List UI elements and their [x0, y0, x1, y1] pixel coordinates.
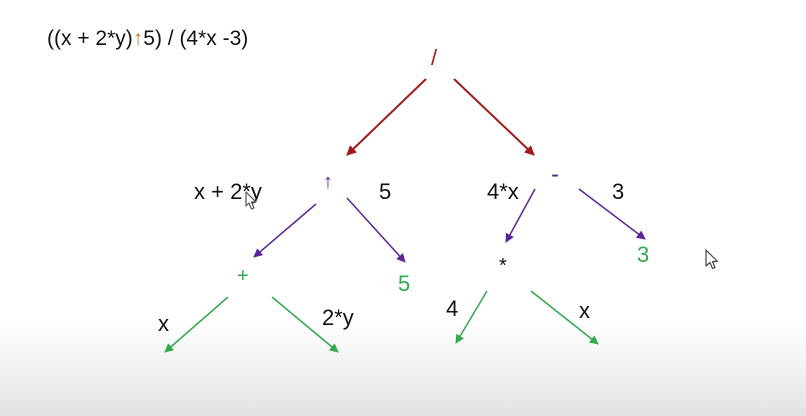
edge-power-to-plus — [253, 203, 317, 258]
edge-plus-to-2y — [271, 296, 339, 353]
node-divide: / — [431, 45, 438, 70]
expression-before: ((x + 2*y) — [47, 27, 133, 50]
subexpr-three: 3 — [612, 179, 625, 204]
edge-power-to-five — [346, 197, 406, 263]
subexpr-4x: 4*x — [487, 179, 519, 204]
edge-minus-to-multiply — [505, 188, 536, 243]
edge-multiply-to-four — [455, 290, 488, 344]
node-x-left: x — [158, 311, 169, 336]
node-four: 4 — [446, 296, 459, 321]
edge-plus-to-x — [164, 296, 229, 353]
subexpr-five: 5 — [379, 179, 392, 204]
node-power: ↑ — [323, 171, 333, 193]
node-multiply: * — [499, 255, 507, 277]
edge-divide-to-minus — [453, 78, 535, 156]
node-three: 3 — [637, 242, 650, 267]
expression-after: 5) / (4*x -3) — [143, 27, 249, 50]
expression-operator: ↑ — [132, 27, 144, 50]
edge-multiply-to-x — [530, 290, 599, 345]
edge-minus-to-three — [578, 188, 646, 240]
node-plus: + — [237, 265, 249, 287]
subexpr-x-plus-2y: x + 2*y — [194, 179, 262, 204]
expression-title: ((x + 2*y)↑5) / (4*x -3) — [47, 28, 248, 49]
edge-divide-to-power — [346, 78, 427, 156]
node-minus: - — [551, 161, 559, 188]
node-x-right: x — [579, 298, 590, 323]
cursor-arrow-icon — [705, 249, 719, 270]
cursor-hand-icon — [245, 191, 257, 210]
node-2y: 2*y — [322, 305, 354, 330]
node-five: 5 — [398, 271, 411, 296]
